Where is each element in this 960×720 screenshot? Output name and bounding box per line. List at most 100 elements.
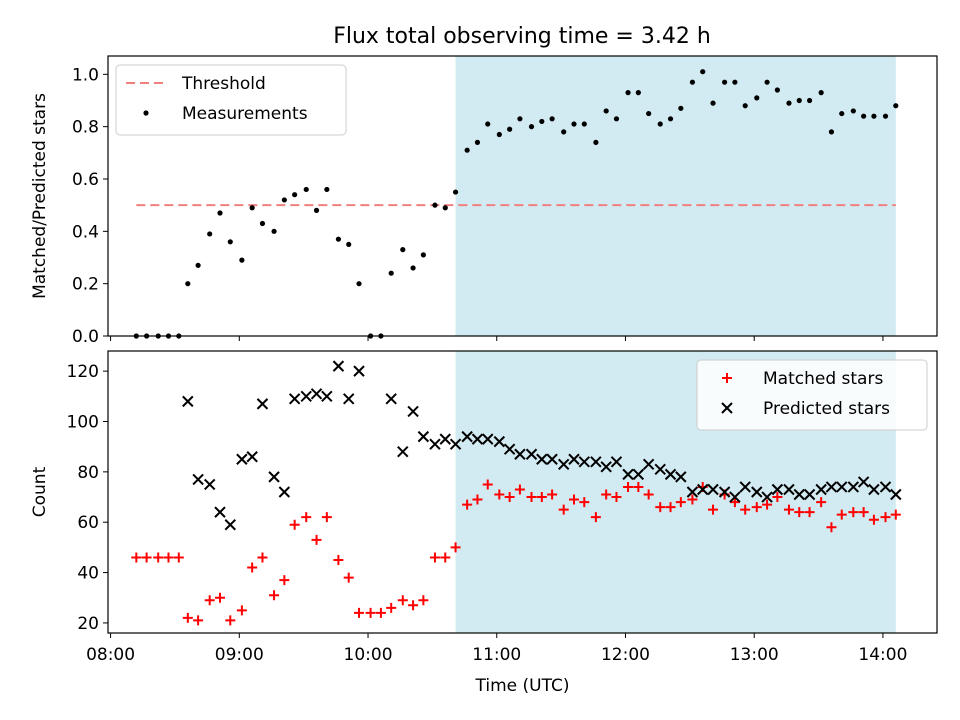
data-point <box>754 95 760 101</box>
data-point <box>675 471 687 483</box>
data-point <box>772 492 783 503</box>
data-point <box>700 69 706 75</box>
legend-box <box>115 64 347 136</box>
data-point <box>503 443 516 455</box>
data-point <box>558 504 569 515</box>
data-point <box>173 552 184 563</box>
data-point <box>762 499 773 510</box>
data-point <box>836 509 847 520</box>
x-tick-label: 14:00 <box>858 645 907 665</box>
data-point <box>442 205 448 211</box>
data-point <box>482 433 494 445</box>
data-point <box>729 491 741 503</box>
data-point <box>343 393 355 405</box>
data-point <box>204 595 215 606</box>
data-point <box>571 121 577 127</box>
data-point <box>217 210 223 216</box>
data-point <box>279 575 290 586</box>
data-point <box>474 139 481 145</box>
shaded-interval <box>455 56 896 336</box>
data-point <box>794 507 805 518</box>
data-point <box>623 481 634 492</box>
legend: Threshold Measurements <box>115 64 347 136</box>
data-point <box>689 79 696 85</box>
data-point <box>642 458 655 471</box>
data-point <box>882 113 889 119</box>
data-point <box>774 87 780 93</box>
y-tick-label: 0.4 <box>72 222 99 242</box>
x-tick-label: 13:00 <box>730 645 779 665</box>
data-point <box>568 453 580 465</box>
data-point <box>268 471 280 483</box>
data-point <box>751 486 763 498</box>
data-point <box>893 103 899 109</box>
data-point <box>771 483 784 496</box>
data-point <box>504 492 515 503</box>
axes-frame <box>107 350 938 634</box>
data-point <box>321 390 333 403</box>
data-point <box>686 486 699 498</box>
data-point <box>871 113 877 119</box>
data-point <box>271 228 277 234</box>
data-point <box>496 131 502 138</box>
data-point <box>517 116 523 122</box>
data-point <box>257 552 268 563</box>
data-point <box>449 438 462 450</box>
data-point <box>579 497 590 508</box>
data-point <box>494 489 505 500</box>
data-point <box>708 504 719 515</box>
data-point <box>826 522 837 533</box>
data-point <box>610 456 623 468</box>
data-point <box>440 552 451 563</box>
data-point <box>568 494 579 505</box>
data-point <box>546 453 558 465</box>
data-point <box>861 113 867 119</box>
series-predicted-stars <box>182 360 902 531</box>
data-point <box>313 207 320 213</box>
data-point <box>321 512 332 523</box>
data-point <box>839 110 845 117</box>
data-point <box>697 483 709 496</box>
data-point <box>751 502 762 513</box>
data-point <box>269 590 280 601</box>
data-point <box>289 519 300 530</box>
data-point <box>239 257 245 263</box>
data-point <box>310 388 323 400</box>
data-point <box>225 615 236 626</box>
data-point <box>356 281 362 287</box>
data-point <box>214 506 226 518</box>
data-point <box>259 220 266 227</box>
data-point <box>847 481 860 493</box>
data-point <box>742 103 748 109</box>
data-point <box>375 607 386 618</box>
data-point <box>643 489 654 500</box>
data-point <box>365 607 376 618</box>
data-point <box>224 519 236 531</box>
data-point <box>635 90 641 96</box>
data-point <box>590 456 602 468</box>
data-point <box>868 514 879 525</box>
data-point <box>710 100 716 106</box>
data-point <box>429 552 440 563</box>
x-tick-label: 08:00 <box>86 645 135 665</box>
data-point <box>664 468 677 481</box>
data-point <box>303 186 309 193</box>
data-point <box>195 262 201 268</box>
axes-frame <box>107 55 938 337</box>
data-point <box>281 197 287 203</box>
legend: Matched stars Predicted stars <box>696 359 928 431</box>
data-point <box>525 448 538 460</box>
data-point <box>646 110 652 117</box>
data-point <box>429 438 441 450</box>
data-point <box>740 504 751 515</box>
y-tick-label: 80 <box>77 463 99 483</box>
data-point <box>536 453 548 465</box>
data-point <box>687 494 698 505</box>
data-point <box>278 486 291 498</box>
bottom-panel-counts: 20 40 60 80 100 120 08:00 09:00 10:00 11:00 12:00 1… <box>30 350 938 696</box>
legend-key <box>722 373 732 383</box>
data-point <box>461 430 473 443</box>
data-point <box>793 488 805 501</box>
x-tick-label: 12:00 <box>601 645 650 665</box>
y-tick-label: 0.8 <box>72 118 99 138</box>
